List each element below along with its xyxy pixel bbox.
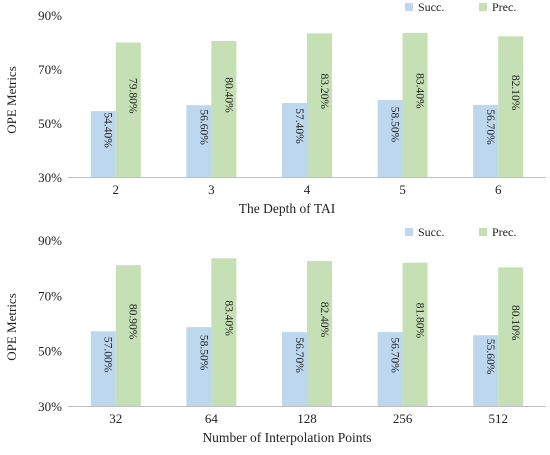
y-tick-label: 70%	[38, 62, 62, 77]
x-tick-label: 128	[297, 411, 317, 426]
y-axis-label: OPE Metrics	[4, 66, 19, 134]
x-axis-label: The Depth of TAI	[239, 201, 336, 216]
y-tick-label: 50%	[38, 344, 62, 359]
bar-succ-64	[186, 327, 212, 406]
data-label: 82.40%	[318, 302, 330, 338]
x-tick-label: 4	[304, 182, 311, 197]
legend-swatch	[479, 3, 487, 11]
x-tick-label: 32	[109, 411, 122, 426]
data-label: 80.40%	[222, 77, 234, 113]
data-label: 58.50%	[197, 335, 209, 371]
legend-label: Succ.	[418, 225, 444, 239]
legend-label: Prec.	[492, 225, 516, 239]
y-tick-label: 30%	[38, 170, 62, 185]
bar-succ-128	[282, 332, 307, 406]
y-tick-label: 90%	[38, 8, 62, 23]
bar-succ-32	[90, 331, 116, 406]
data-label: 56.60%	[197, 109, 209, 145]
bar-prec-512	[498, 267, 524, 406]
x-tick-label: 6	[495, 182, 502, 197]
data-label: 80.10%	[509, 305, 521, 341]
x-tick-label: 3	[208, 182, 215, 197]
bar-prec-4	[307, 33, 332, 177]
data-label: 57.00%	[102, 337, 114, 373]
data-label: 83.40%	[413, 73, 425, 109]
bar-prec-64	[211, 258, 237, 406]
legend: Succ. Prec.	[405, 0, 516, 14]
y-tick-label: 30%	[38, 399, 62, 414]
x-tick-label: 64	[205, 411, 219, 426]
legend-swatch	[405, 3, 413, 11]
data-label: 80.90%	[127, 304, 139, 340]
data-label: 57.40%	[293, 108, 305, 144]
bar-prec-6	[498, 36, 524, 177]
data-label: 55.60%	[484, 339, 496, 375]
bar-prec-2	[115, 42, 141, 177]
bar-succ-5	[377, 100, 403, 177]
legend-swatch	[405, 228, 413, 236]
bar-prec-256	[402, 262, 428, 406]
bar-succ-256	[377, 332, 403, 406]
bar-prec-32	[115, 265, 141, 406]
bar-prec-5	[402, 32, 428, 177]
bar-succ-2	[90, 111, 116, 177]
legend-label: Prec.	[492, 0, 516, 14]
legend-label: Succ.	[418, 0, 444, 14]
y-tick-label: 90%	[38, 233, 62, 248]
y-tick-label: 70%	[38, 288, 62, 303]
bar-prec-3	[211, 40, 237, 177]
x-tick-label: 512	[488, 411, 508, 426]
data-label: 83.20%	[318, 73, 330, 109]
bar-succ-4	[282, 103, 307, 177]
data-label: 82.10%	[509, 75, 521, 111]
legend: Succ. Prec.	[405, 225, 516, 239]
y-axis-label: OPE Metrics	[4, 293, 19, 361]
data-label: 56.70%	[293, 337, 305, 373]
data-label: 81.80%	[413, 303, 425, 339]
chart-panel-1: 30% 50% 70% 90% OPE Metrics 54.40% 79.80% 2 56.6…	[4, 0, 546, 216]
data-label: 56.70%	[388, 337, 400, 373]
data-label: 79.80%	[127, 78, 139, 114]
y-tick-label: 50%	[38, 116, 62, 131]
chart-panel-2: 30% 50% 70% 90% OPE Metrics 57.00% 80.90% 32 58.…	[4, 225, 546, 445]
x-axis-label: Number of Interpolation Points	[202, 430, 371, 445]
data-label: 58.50%	[388, 107, 400, 143]
x-tick-label: 2	[113, 182, 120, 197]
bar-succ-512	[473, 335, 499, 406]
x-tick-label: 5	[399, 182, 406, 197]
bar-succ-3	[186, 105, 212, 177]
data-label: 83.40%	[222, 300, 234, 336]
bar-succ-6	[473, 104, 499, 177]
x-tick-label: 256	[393, 411, 413, 426]
data-label: 54.40%	[102, 112, 114, 148]
legend-swatch	[479, 228, 487, 236]
bar-prec-128	[307, 261, 332, 406]
data-label: 56.70%	[484, 109, 496, 145]
